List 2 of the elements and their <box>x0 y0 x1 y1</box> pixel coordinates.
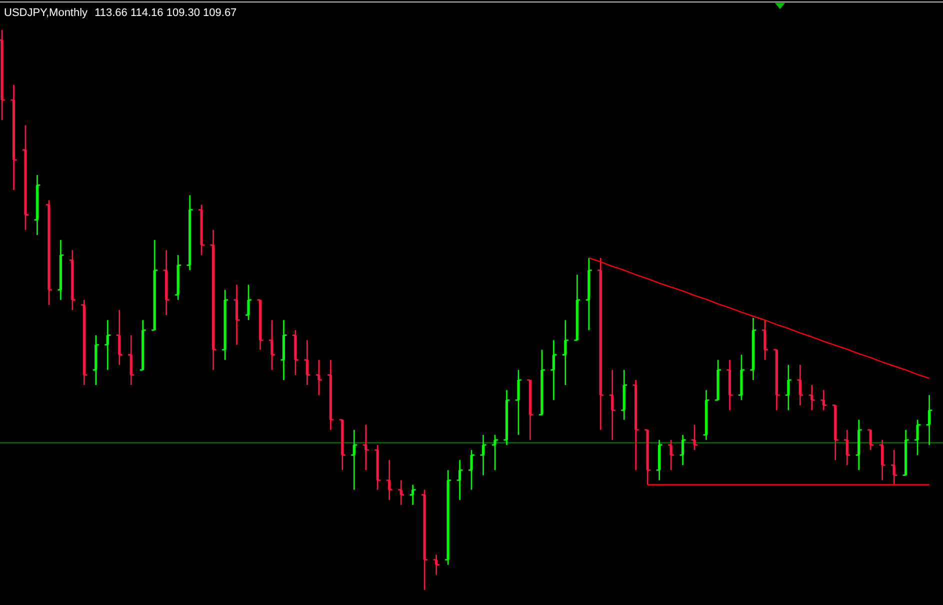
chart-title: USDJPY,Monthly <box>4 7 88 19</box>
chart-subtitle: 113.66 114.16 109.30 109.67 <box>94 7 237 19</box>
